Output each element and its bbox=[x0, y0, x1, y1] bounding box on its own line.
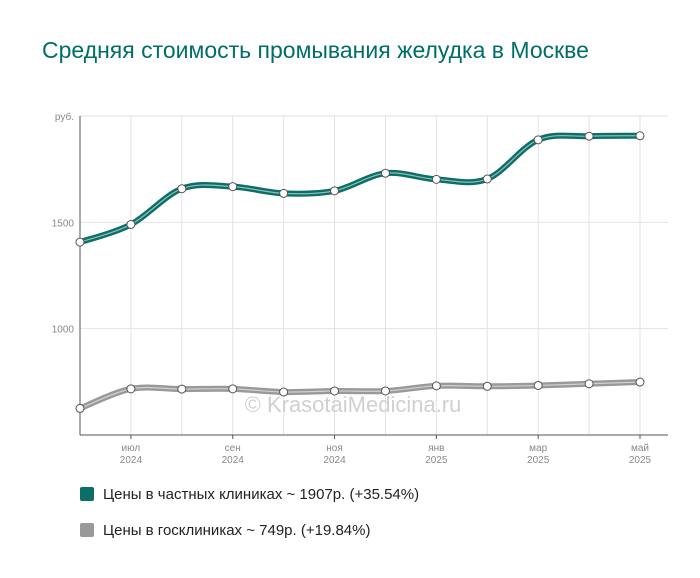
series-line-highlight-0 bbox=[79, 134, 641, 243]
x-tick-label-year: 2025 bbox=[629, 455, 652, 466]
series-1-point-0[interactable] bbox=[75, 403, 85, 413]
series-0-point-8[interactable] bbox=[482, 174, 492, 184]
x-tick-label-year: 2024 bbox=[222, 455, 245, 466]
series-0-point-0[interactable] bbox=[75, 237, 85, 247]
x-tick-label-month: янв bbox=[428, 443, 444, 454]
legend-label-private: Цены в частных клиниках ~ 1907р. (+35.54… bbox=[103, 485, 420, 503]
legend-item-public[interactable]: Цены в госклиниках ~ 749р. (+19.84%) bbox=[80, 520, 419, 540]
series-0-point-2[interactable] bbox=[177, 184, 187, 194]
series-1-point-6[interactable] bbox=[380, 386, 390, 396]
legend-swatch-private bbox=[80, 487, 94, 501]
series-0-point-4[interactable] bbox=[279, 188, 289, 198]
y-tick-label: 1000 bbox=[52, 325, 75, 336]
series-0-point-7[interactable] bbox=[431, 174, 441, 184]
series-1-point-3[interactable] bbox=[228, 384, 238, 394]
series-1-point-4[interactable] bbox=[279, 387, 289, 397]
x-tick-label-year: 2025 bbox=[425, 455, 448, 466]
series-line-0 bbox=[77, 132, 643, 246]
series-0-point-6[interactable] bbox=[380, 168, 390, 178]
series-1-point-7[interactable] bbox=[431, 381, 441, 391]
legend-swatch-public bbox=[80, 523, 94, 537]
chart-title: Средняя стоимость промывания желудка в М… bbox=[42, 37, 589, 63]
axes: 10001500руб.июл2024сен2024ноя2024янв2025… bbox=[52, 111, 668, 466]
legend-label-public: Цены в госклиниках ~ 749р. (+19.84%) bbox=[103, 521, 371, 539]
series-0-point-9[interactable] bbox=[533, 135, 543, 145]
series-1-point-5[interactable] bbox=[330, 386, 340, 396]
x-tick-label-month: мар bbox=[529, 443, 547, 454]
series-1-point-11[interactable] bbox=[635, 377, 645, 387]
series-0-point-11[interactable] bbox=[635, 131, 645, 141]
legend: Цены в частных клиниках ~ 1907р. (+35.54… bbox=[80, 484, 419, 556]
series-1-point-8[interactable] bbox=[482, 381, 492, 391]
x-tick-label-month: ноя bbox=[326, 443, 343, 454]
x-tick-label-month: сен bbox=[225, 443, 241, 454]
series-1-point-2[interactable] bbox=[177, 384, 187, 394]
line-chart: 10001500руб.июл2024сен2024ноя2024янв2025… bbox=[52, 111, 668, 466]
legend-item-private[interactable]: Цены в частных клиниках ~ 1907р. (+35.54… bbox=[80, 484, 419, 504]
series-layer bbox=[75, 131, 645, 413]
x-tick-label-month: июл bbox=[122, 443, 141, 454]
series-1-point-10[interactable] bbox=[584, 379, 594, 389]
series-1-point-1[interactable] bbox=[126, 384, 136, 394]
x-tick-label-month: май bbox=[631, 443, 649, 454]
series-0-point-3[interactable] bbox=[228, 182, 238, 192]
series-1-point-9[interactable] bbox=[533, 380, 543, 390]
x-tick-label-year: 2024 bbox=[323, 455, 346, 466]
x-tick-label-year: 2024 bbox=[120, 455, 143, 466]
series-0-point-5[interactable] bbox=[330, 186, 340, 196]
series-0-point-10[interactable] bbox=[584, 131, 594, 141]
y-tick-label: 1500 bbox=[52, 218, 75, 229]
y-unit-label: руб. bbox=[55, 111, 74, 123]
x-tick-label-year: 2025 bbox=[527, 455, 550, 466]
series-0-point-1[interactable] bbox=[126, 219, 136, 229]
watermark: © KrasotaiMedicina.ru bbox=[245, 392, 462, 417]
